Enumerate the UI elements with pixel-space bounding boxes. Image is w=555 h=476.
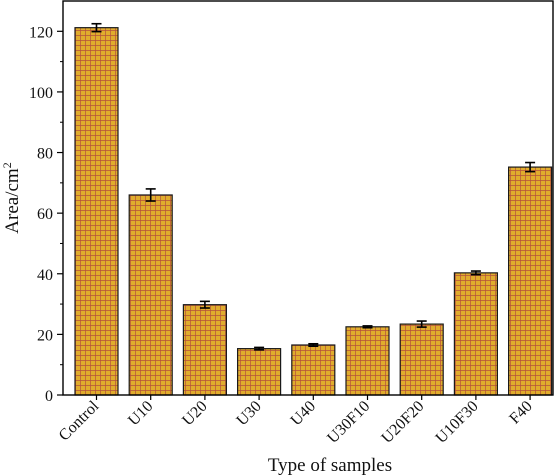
y-tick-label: 20 <box>37 327 53 344</box>
error-bar-u30 <box>254 346 265 351</box>
y-tick-label: 80 <box>37 146 53 163</box>
error-bar-control <box>91 22 102 33</box>
x-tick-label-u10f30: U10F30 <box>433 398 482 447</box>
y-tick-label: 60 <box>37 206 53 223</box>
error-bars-layer <box>91 22 536 351</box>
x-tick-label-control: Control <box>56 397 103 444</box>
x-tick-label-f40: F40 <box>506 398 536 428</box>
y-tick-label: 0 <box>45 388 53 405</box>
error-bar-u10 <box>145 188 156 202</box>
bar-u10f30 <box>453 272 498 396</box>
error-bar-u40 <box>308 342 319 348</box>
error-bar-u20 <box>199 300 210 309</box>
x-tick-label-u20f20: U20F20 <box>378 398 427 447</box>
bar-u40 <box>291 344 336 396</box>
bar-u30 <box>237 348 282 396</box>
bar-u10 <box>128 194 173 396</box>
bar-u20f20 <box>399 323 444 396</box>
y-axis: 0 20 40 60 80 100 120 <box>29 24 63 405</box>
y-axis-title-text: Area/cm <box>2 168 23 234</box>
y-tick-label: 100 <box>29 85 53 102</box>
y-axis-title: Area/cm2 <box>0 162 23 233</box>
x-tick-label-u30f10: U30F10 <box>324 398 373 447</box>
error-bar-f40 <box>525 161 536 173</box>
x-axis-title: Type of samples <box>268 455 392 476</box>
y-axis-title-superscript: 2 <box>0 162 14 168</box>
y-tick-label: 40 <box>37 267 53 284</box>
x-tick-label-u40: U40 <box>288 398 320 430</box>
error-bar-u10f30 <box>470 270 481 276</box>
error-bar-u30f10 <box>362 325 373 329</box>
error-bar-u20f20 <box>416 320 427 328</box>
x-axis: Control U10 U20 U30 U40 U30F10 U20F20 U10F30 F40 <box>56 395 536 447</box>
bar-u30f10 <box>345 326 390 396</box>
plot-frame <box>62 0 554 396</box>
x-tick-label-u20: U20 <box>179 398 211 430</box>
bars-layer <box>74 27 553 396</box>
bar-control <box>74 27 119 396</box>
x-tick-label-u30: U30 <box>233 398 265 430</box>
bar-u20 <box>182 304 227 396</box>
y-tick-label: 120 <box>29 24 53 41</box>
bar-f40 <box>508 166 553 396</box>
x-tick-label-u10: U10 <box>125 398 157 430</box>
